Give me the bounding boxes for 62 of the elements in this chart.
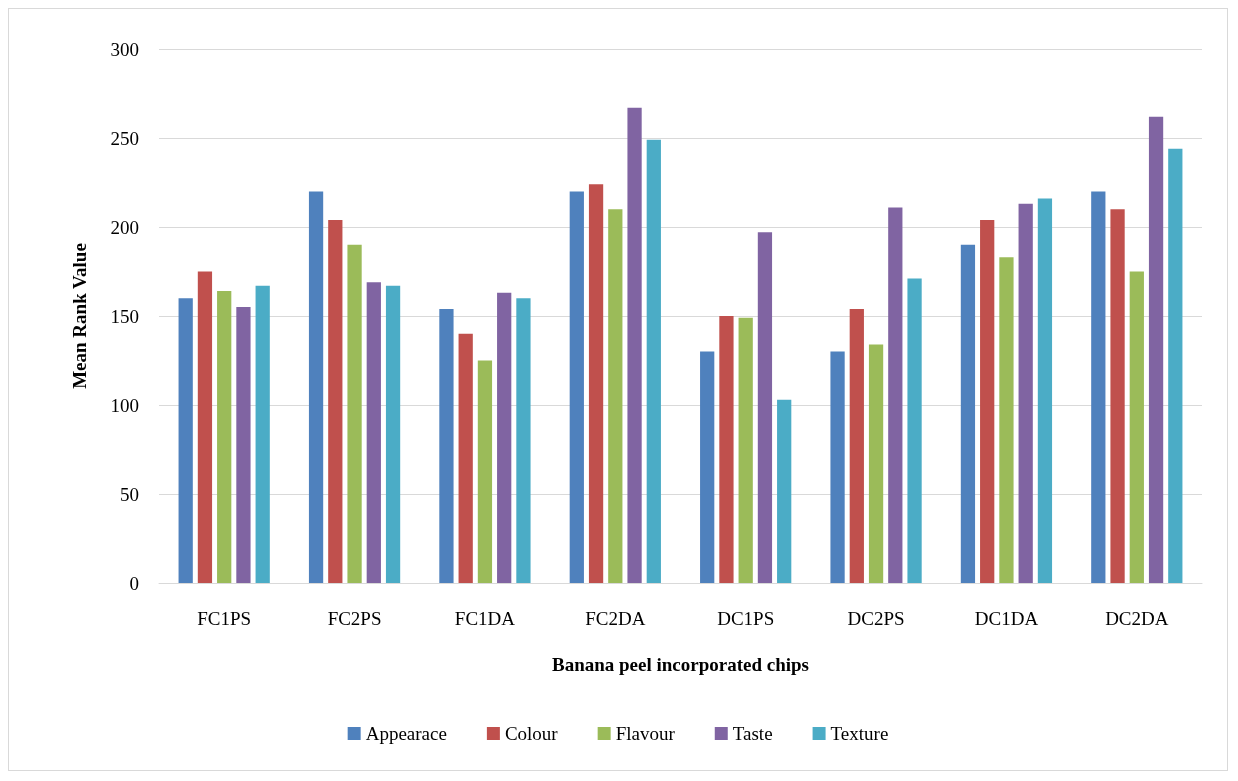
bar: [178, 298, 193, 583]
y-tick-label: 300: [110, 38, 139, 60]
legend-label: Colour: [504, 723, 559, 744]
bar: [236, 307, 251, 583]
bar: [907, 278, 922, 583]
bar: [1091, 191, 1106, 583]
bar: [588, 184, 604, 583]
bar: [738, 317, 753, 583]
x-tick-label: FC1PS: [197, 608, 252, 629]
bar: [385, 285, 401, 583]
bar: [217, 291, 232, 583]
y-tick-label: 250: [110, 127, 139, 149]
bar: [868, 344, 884, 583]
bar: [255, 285, 270, 583]
legend-label: Taste: [732, 723, 773, 744]
bar: [888, 207, 903, 583]
y-tick-label: 50: [120, 483, 139, 505]
y-tick-label: 100: [110, 394, 139, 416]
bar: [627, 107, 642, 583]
y-tick-label: 200: [110, 216, 139, 238]
bar: [608, 209, 623, 583]
bar: [328, 219, 343, 583]
legend-label: Texture: [830, 723, 889, 744]
bar: [197, 271, 213, 583]
bar: [980, 219, 995, 583]
bar: [497, 292, 512, 583]
bar: [1148, 116, 1164, 583]
bar: [849, 308, 864, 583]
bar: [1018, 203, 1033, 583]
bar: [960, 244, 976, 583]
bar: [569, 191, 584, 583]
bar: [830, 351, 845, 583]
bar: [458, 333, 473, 583]
x-tick-label: DC2PS: [847, 608, 905, 629]
x-tick-label: DC1PS: [717, 608, 775, 629]
legend-label: Appearace: [365, 723, 447, 744]
x-tick-label: DC1DA: [974, 608, 1039, 629]
bar: [477, 360, 493, 583]
bar: [1129, 271, 1144, 583]
bar: [777, 399, 792, 583]
y-tick-label: 150: [110, 305, 139, 327]
bar: [1037, 198, 1053, 583]
bar: [646, 139, 661, 583]
x-axis-title: Banana peel incorporated chips: [551, 654, 810, 675]
bar: [516, 298, 531, 583]
y-axis-title: Mean Rank Value: [69, 243, 90, 389]
x-tick-label: FC2DA: [585, 608, 646, 629]
bar: [308, 191, 324, 583]
bar: [1168, 148, 1183, 583]
x-tick-label: FC2PS: [327, 608, 382, 629]
y-tick-label: 0: [129, 572, 139, 594]
bar: [366, 282, 381, 583]
legend-label: Flavour: [615, 723, 676, 744]
bar: [757, 232, 773, 583]
x-tick-label: DC2DA: [1105, 608, 1169, 629]
bar: [999, 257, 1014, 583]
bar: [439, 308, 454, 583]
bar: [700, 351, 715, 583]
bar: [1110, 209, 1125, 583]
bar: [347, 244, 362, 583]
bar: [719, 316, 734, 583]
x-tick-label: FC1DA: [454, 608, 516, 629]
